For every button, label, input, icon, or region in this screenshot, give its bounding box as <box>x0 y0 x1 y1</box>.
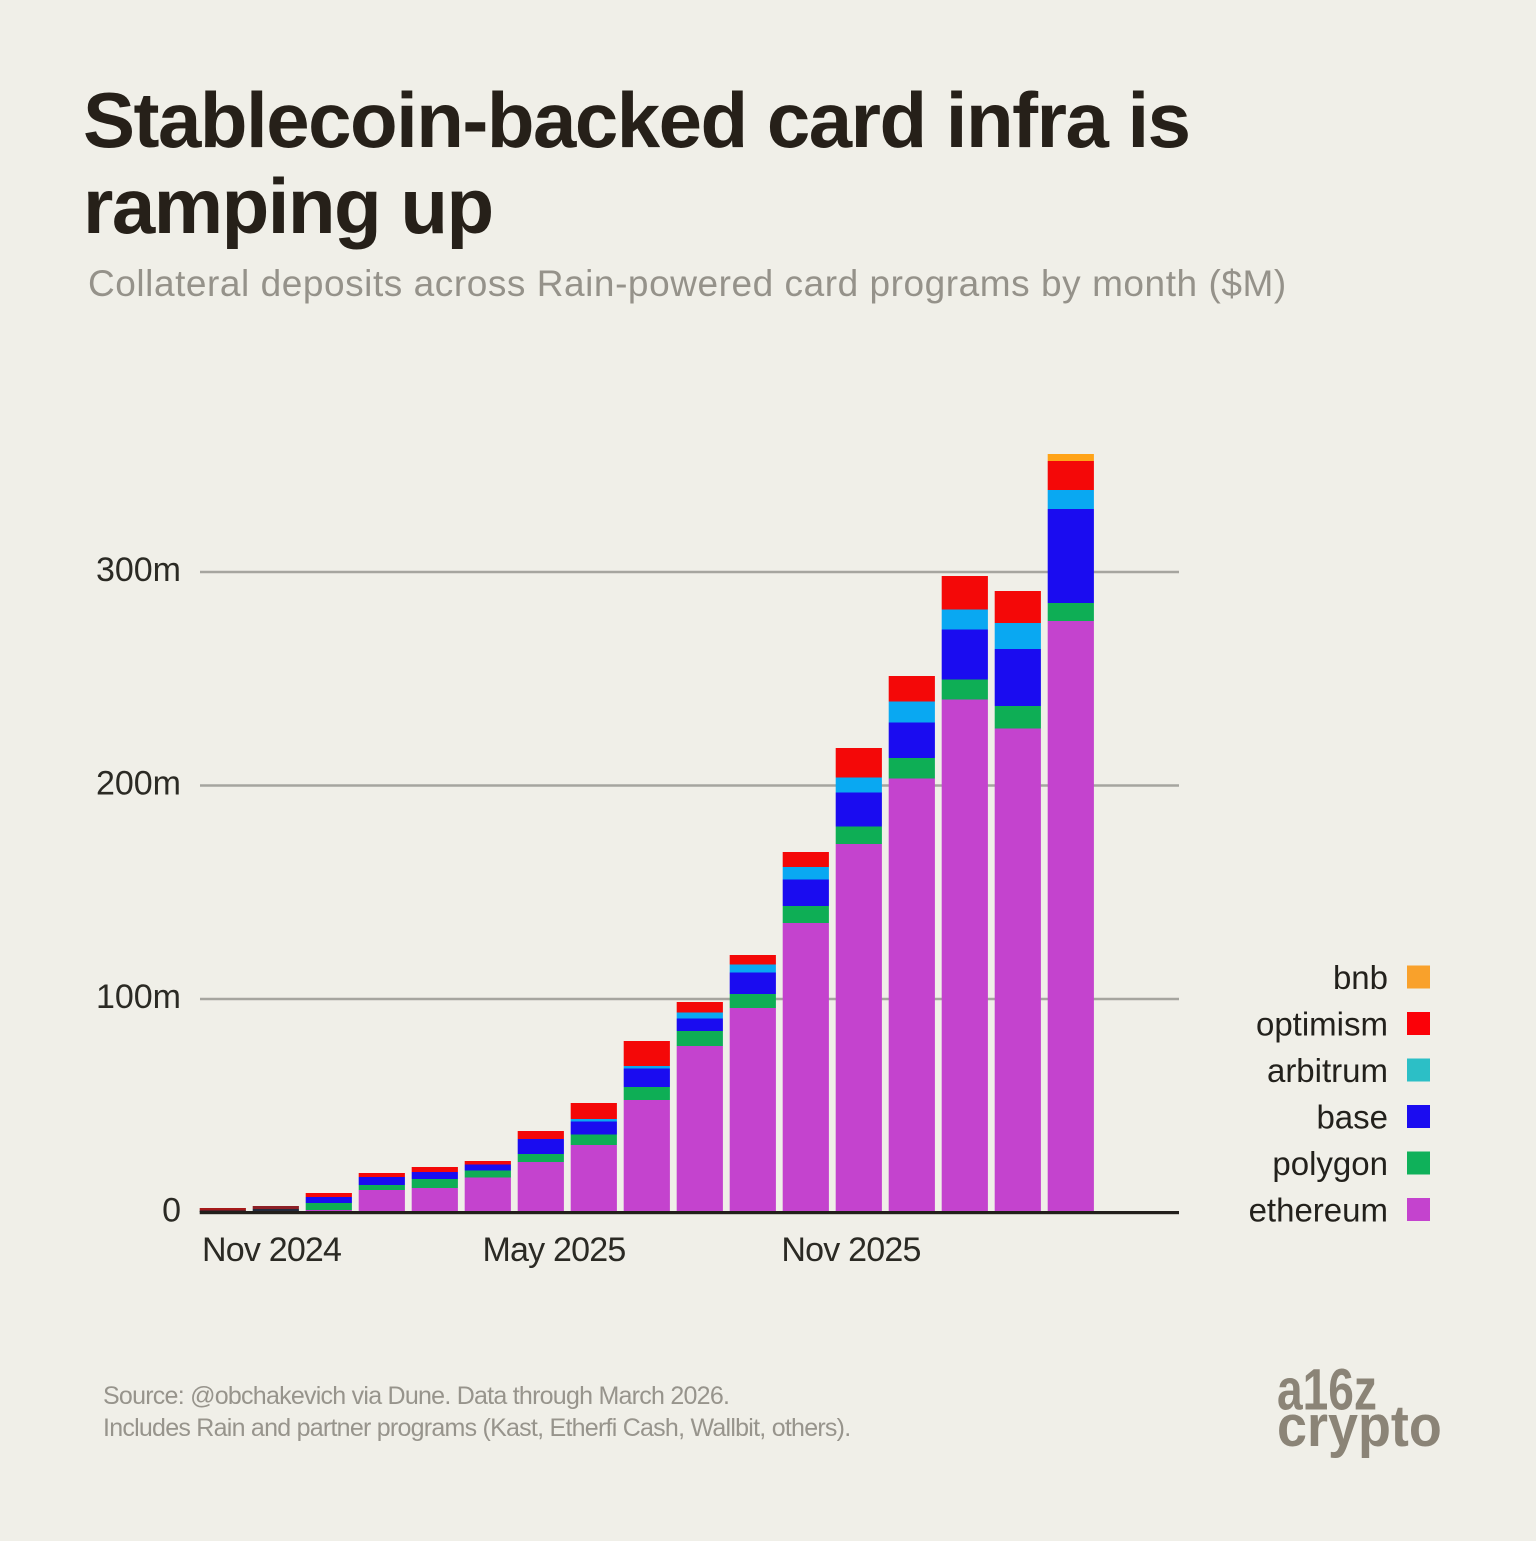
svg-text:base: base <box>1316 1098 1388 1135</box>
svg-text:crypto: crypto <box>1277 1393 1442 1458</box>
svg-text:May 2025: May 2025 <box>483 1231 626 1269</box>
svg-text:0: 0 <box>162 1192 181 1230</box>
svg-text:200m: 200m <box>96 765 181 803</box>
svg-text:arbitrum: arbitrum <box>1267 1052 1388 1089</box>
svg-text:polygon: polygon <box>1272 1145 1388 1182</box>
svg-text:100m: 100m <box>96 978 181 1016</box>
svg-text:a16z: a16z <box>1277 1359 1377 1423</box>
svg-text:ethereum: ethereum <box>1249 1191 1388 1228</box>
svg-text:Source: @obchakevich via Dune.: Source: @obchakevich via Dune. Data thro… <box>103 1382 729 1410</box>
svg-text:optimism: optimism <box>1256 1005 1388 1042</box>
svg-text:Includes Rain and partner prog: Includes Rain and partner programs (Kast… <box>103 1414 850 1442</box>
svg-text:Nov 2024: Nov 2024 <box>202 1231 341 1269</box>
svg-text:300m: 300m <box>96 551 181 589</box>
svg-text:ramping up: ramping up <box>83 162 493 250</box>
svg-text:Collateral deposits across Rai: Collateral deposits across Rain-powered … <box>88 263 1287 304</box>
svg-text:Stablecoin-backed card infra i: Stablecoin-backed card infra is <box>83 76 1190 164</box>
svg-text:bnb: bnb <box>1333 959 1388 996</box>
svg-text:Nov 2025: Nov 2025 <box>781 1231 920 1269</box>
